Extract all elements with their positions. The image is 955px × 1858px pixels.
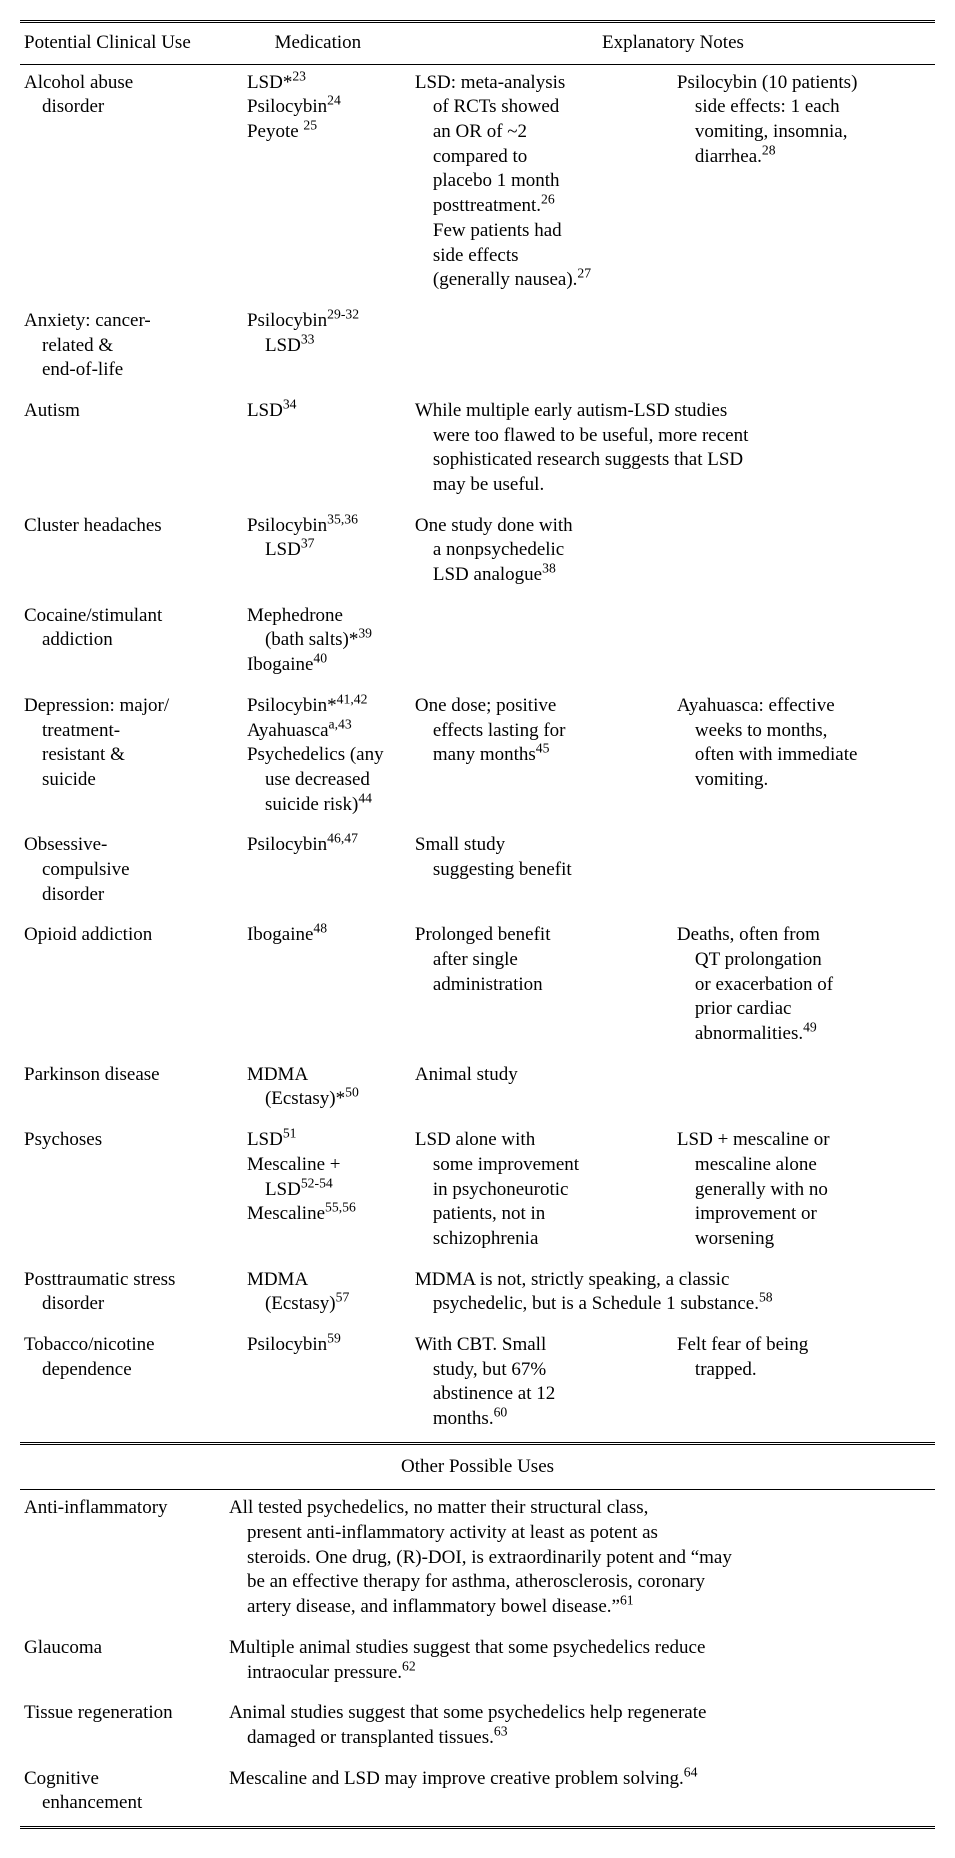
cell-description: Animal studies suggest that some psyched… [225,1695,935,1760]
table-row: Alcohol abusedisorderLSD*23Psilocybin24P… [20,65,935,303]
cell-clinical-use: Psychoses [20,1122,225,1261]
header-notes: Explanatory Notes [411,23,935,64]
cell-medication: Psilocybin*41,42Ayahuascaa,43Psychedelic… [225,688,411,827]
cell-medication: MDMA(Ecstasy)57 [225,1262,411,1327]
cell-medication: Psilocybin29-32LSD33 [225,303,411,393]
table-row: Tobacco/nicotinedependencePsilocybin59Wi… [20,1327,935,1443]
cell-clinical-use: Anxiety: cancer-related &end-of-life [20,303,225,393]
cell-notes: MDMA is not, strictly speaking, a classi… [411,1262,935,1327]
table-row: Depression: major/treatment-resistant &s… [20,688,935,827]
cell-clinical-use: Obsessive-compulsivedisorder [20,827,225,917]
cell-clinical-use: Tissue regeneration [20,1695,225,1760]
cell-note-2: Felt fear of beingtrapped. [673,1327,935,1443]
cell-note-2 [673,598,935,688]
cell-clinical-use: Autism [20,393,225,508]
table-row: CognitiveenhancementMescaline and LSD ma… [20,1761,935,1828]
table-row: Opioid addictionIbogaine48Prolonged bene… [20,917,935,1056]
cell-medication: Mephedrone(bath salts)*39Ibogaine40 [225,598,411,688]
table-row: Anti-inflammatoryAll tested psychedelics… [20,1490,935,1629]
cell-medication: Psilocybin35,36LSD37 [225,508,411,598]
cell-note-1: Animal study [411,1057,673,1122]
cell-clinical-use: Alcohol abusedisorder [20,65,225,303]
cell-note-2 [673,1057,935,1122]
clinical-use-table: Potential Clinical Use Medication Explan… [20,20,935,1829]
cell-note-1: One dose; positiveeffects lasting forman… [411,688,673,827]
header-clinical-use: Potential Clinical Use [20,23,225,64]
cell-clinical-use: Cocaine/stimulantaddiction [20,598,225,688]
table-row: Cluster headachesPsilocybin35,36LSD37One… [20,508,935,598]
cell-clinical-use: Parkinson disease [20,1057,225,1122]
cell-note-2: LSD + mescaline ormescaline alonegeneral… [673,1122,935,1261]
cell-medication: MDMA(Ecstasy)*50 [225,1057,411,1122]
cell-clinical-use: Opioid addiction [20,917,225,1056]
cell-notes: While multiple early autism-LSD studiesw… [411,393,935,508]
cell-note-1 [411,303,673,393]
table-row: Posttraumatic stressdisorderMDMA(Ecstasy… [20,1262,935,1327]
cell-description: All tested psychedelics, no matter their… [225,1490,935,1629]
table-row: PsychosesLSD51Mescaline +LSD52-54Mescali… [20,1122,935,1261]
table-header-row: Potential Clinical Use Medication Explan… [20,23,935,64]
cell-note-1: LSD: meta-analysisof RCTs showedan OR of… [411,65,673,303]
cell-note-2 [673,827,935,917]
cell-note-2: Deaths, often fromQT prolongationor exac… [673,917,935,1056]
table-row: Tissue regenerationAnimal studies sugges… [20,1695,935,1760]
cell-clinical-use: Cluster headaches [20,508,225,598]
cell-medication: Psilocybin59 [225,1327,411,1443]
cell-medication: LSD34 [225,393,411,508]
table-row: GlaucomaMultiple animal studies suggest … [20,1630,935,1695]
cell-note-2: Ayahuasca: effectiveweeks to months,ofte… [673,688,935,827]
cell-clinical-use: Posttraumatic stressdisorder [20,1262,225,1327]
cell-clinical-use: Tobacco/nicotinedependence [20,1327,225,1443]
cell-note-2 [673,303,935,393]
cell-clinical-use: Cognitiveenhancement [20,1761,225,1828]
cell-note-2 [673,508,935,598]
cell-clinical-use: Depression: major/treatment-resistant &s… [20,688,225,827]
cell-description: Multiple animal studies suggest that som… [225,1630,935,1695]
cell-note-1: LSD alone withsome improvementin psychon… [411,1122,673,1261]
cell-note-1: Prolonged benefitafter singleadministrat… [411,917,673,1056]
table-row: AutismLSD34While multiple early autism-L… [20,393,935,508]
table-row: Cocaine/stimulantaddictionMephedrone(bat… [20,598,935,688]
table-row: Anxiety: cancer-related &end-of-lifePsil… [20,303,935,393]
table-row: Obsessive-compulsivedisorderPsilocybin46… [20,827,935,917]
section-other-uses-title: Other Possible Uses [20,1445,935,1490]
cell-medication: LSD*23Psilocybin24Peyote 25 [225,65,411,303]
cell-medication: Ibogaine48 [225,917,411,1056]
cell-note-2: Psilocybin (10 patients)side effects: 1 … [673,65,935,303]
cell-medication: LSD51Mescaline +LSD52-54Mescaline55,56 [225,1122,411,1261]
cell-description: Mescaline and LSD may improve creative p… [225,1761,935,1828]
header-medication: Medication [225,23,411,64]
cell-clinical-use: Glaucoma [20,1630,225,1695]
cell-note-1 [411,598,673,688]
cell-note-1: With CBT. Smallstudy, but 67%abstinence … [411,1327,673,1443]
cell-clinical-use: Anti-inflammatory [20,1490,225,1629]
cell-note-1: One study done witha nonpsychedelicLSD a… [411,508,673,598]
table-row: Parkinson diseaseMDMA(Ecstasy)*50Animal … [20,1057,935,1122]
cell-medication: Psilocybin46,47 [225,827,411,917]
cell-note-1: Small studysuggesting benefit [411,827,673,917]
